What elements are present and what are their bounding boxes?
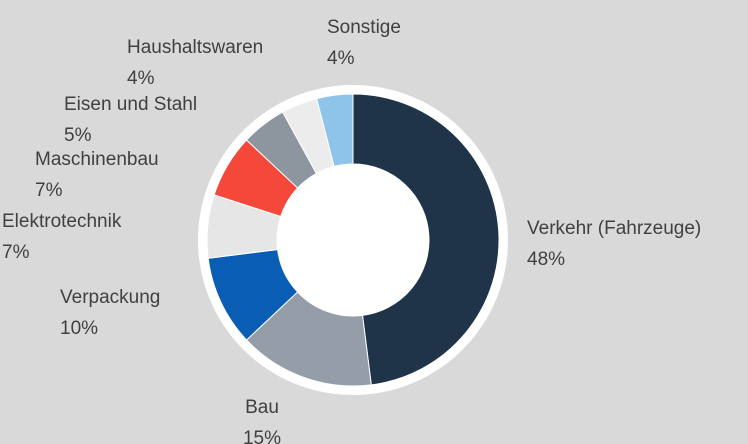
- slice-label: Haushaltswaren: [127, 37, 263, 58]
- slice-value-label: 5%: [64, 125, 92, 146]
- slice-value-label: 15%: [243, 428, 281, 444]
- slice-value-label: 7%: [2, 242, 30, 263]
- slice-label: Verpackung: [60, 287, 160, 308]
- slice-label: Sonstige: [327, 17, 401, 38]
- slice-label: Bau: [245, 397, 279, 418]
- slice-label: Elektrotechnik: [2, 211, 122, 232]
- slice-label: Maschinenbau: [35, 149, 159, 170]
- slice-label: Eisen und Stahl: [64, 94, 197, 115]
- slice-value-label: 4%: [127, 68, 155, 89]
- slice-value-label: 7%: [35, 180, 63, 201]
- slice-value-label: 10%: [60, 318, 98, 339]
- slice-value-label: 48%: [527, 249, 565, 270]
- donut-slice: [316, 93, 354, 167]
- donut-slice: [352, 93, 500, 386]
- slice-value-label: 4%: [327, 48, 355, 69]
- slice-label: Verkehr (Fahrzeuge): [527, 218, 701, 239]
